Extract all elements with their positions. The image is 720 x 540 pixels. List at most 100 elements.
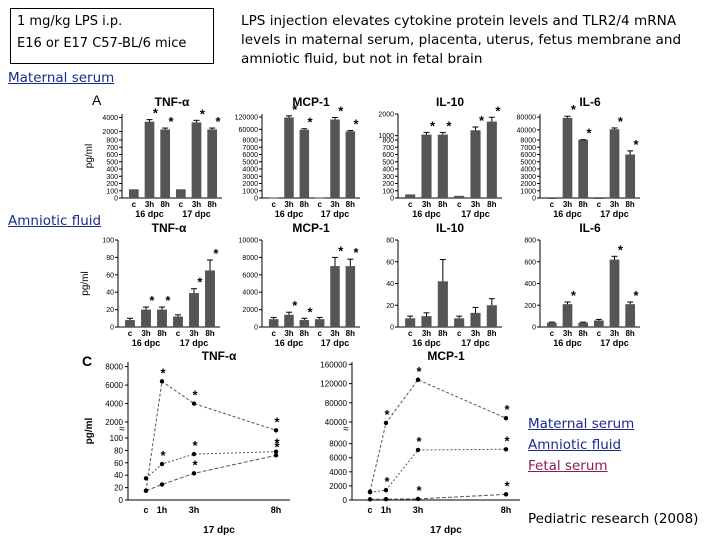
maternal-tnf-tick-label: 200 bbox=[106, 181, 118, 188]
amniotic-tnf-category-label: 3h bbox=[189, 329, 198, 338]
c-tnf-tick-label: 0 bbox=[119, 496, 124, 505]
amniotic-il6-significance-star: * bbox=[618, 242, 624, 257]
amniotic-tnf-significance-star: * bbox=[149, 293, 155, 308]
maternal-mcp1-bar bbox=[299, 129, 310, 198]
maternal-tnf-category-label: c bbox=[179, 200, 184, 209]
maternal-il10-category-label: 3h bbox=[422, 200, 431, 209]
amniotic-il6-category-label: 8h bbox=[625, 329, 634, 338]
amniotic-mcp1-bar bbox=[299, 320, 310, 327]
maternal-tnf-bar bbox=[160, 129, 171, 198]
maternal-mcp1-bar bbox=[345, 131, 356, 198]
amniotic-il10-category-label: c bbox=[457, 329, 462, 338]
maternal-il6-tick-label: 6000 bbox=[520, 152, 536, 159]
maternal-mcp1-significance-star: * bbox=[354, 117, 360, 132]
amniotic-mcp1-tick-label: 0 bbox=[254, 325, 258, 332]
maternal-tnf-tick-label: 800 bbox=[106, 138, 118, 145]
maternal-tnf-bar bbox=[191, 122, 202, 198]
c-tnf-tick-label: 100 bbox=[110, 434, 124, 443]
amniotic-tnf-significance-star: * bbox=[197, 275, 203, 290]
amniotic-tnf-tick-label: 60 bbox=[106, 272, 114, 279]
amniotic-mcp1-group-label: 17 dpc bbox=[321, 338, 350, 348]
amniotic-il10-tick-label: 80 bbox=[386, 238, 394, 245]
amniotic-tnf-bar bbox=[141, 309, 151, 327]
amniotic-tnf-category-label: 8h bbox=[205, 329, 214, 338]
amniotic-il6-bar bbox=[546, 322, 557, 327]
maternal-il6-bar bbox=[609, 129, 620, 198]
amniotic-il10-category-label: 8h bbox=[438, 329, 447, 338]
study-design-box: 1 mg/kg LPS i.p. E16 or E17 C57-BL/6 mic… bbox=[10, 8, 214, 64]
maternal-il6-category-label: 3h bbox=[610, 200, 619, 209]
maternal-il10-tick-label: 700 bbox=[382, 145, 394, 152]
amniotic-il6-significance-star: * bbox=[571, 288, 577, 303]
c-tnf-tick-label: 80 bbox=[114, 446, 123, 455]
c-tnf-y-label: pg/ml bbox=[84, 417, 95, 444]
c-mcp1-tick-label: 4000 bbox=[329, 468, 347, 477]
c-mcp1-tick-label: 6000 bbox=[329, 454, 347, 463]
amniotic-il6-tick-label: 600 bbox=[524, 259, 536, 266]
c-mcp1-x-tick-label: 1h bbox=[381, 505, 392, 515]
amniotic-tnf-bar bbox=[189, 293, 199, 327]
c-tnf-significance-star: * bbox=[160, 365, 166, 380]
c-mcp1-point bbox=[383, 420, 389, 426]
amniotic-mcp1-category-label: 8h bbox=[346, 329, 355, 338]
amniotic-mcp1-bar bbox=[268, 319, 279, 327]
amniotic-il6-category-label: c bbox=[597, 329, 602, 338]
maternal-mcp1-tick-label: 4000 bbox=[242, 167, 258, 174]
c-tnf-significance-star: * bbox=[192, 457, 198, 472]
maternal-mcp1-category-label: c bbox=[317, 200, 322, 209]
amniotic-tnf-tick-label: 0 bbox=[110, 325, 114, 332]
c-mcp1-tick-label: 40000 bbox=[325, 418, 348, 427]
maternal-il10-tick-label: 100 bbox=[382, 188, 394, 195]
maternal-il10-tick-label: 0 bbox=[390, 196, 394, 203]
c-mcp1-significance-star: * bbox=[384, 474, 390, 489]
maternal-tnf-category-label: 3h bbox=[145, 200, 154, 209]
c-tnf-tick-label: 8000 bbox=[105, 363, 123, 372]
maternal-tnf-bar bbox=[175, 189, 186, 198]
amniotic-mcp1-category-label: c bbox=[271, 329, 276, 338]
amniotic-tnf-tick-label: 20 bbox=[106, 307, 114, 314]
maternal-il6-category-label: c bbox=[597, 200, 602, 209]
panel-letter-c: C bbox=[82, 353, 92, 369]
maternal-mcp1-category-label: 3h bbox=[284, 200, 293, 209]
c-tnf-tick-label: 60 bbox=[114, 459, 123, 468]
c-mcp1-point bbox=[503, 492, 509, 497]
amniotic-tnf-bar bbox=[173, 316, 183, 327]
amniotic-mcp1-bar bbox=[330, 266, 340, 327]
c-mcp1-tick-label: 2000 bbox=[329, 482, 347, 491]
c-tnf-point bbox=[273, 449, 279, 454]
amniotic-tnf-title: TNF-α bbox=[152, 221, 187, 235]
maternal-il10-significance-star: * bbox=[479, 113, 485, 128]
maternal-mcp1-tick-label: 120000 bbox=[235, 115, 258, 122]
maternal-tnf-tick-label: 700 bbox=[106, 145, 118, 152]
section-label-maternal-serum: Maternal serum bbox=[8, 70, 115, 86]
amniotic-il10-bar bbox=[437, 281, 448, 327]
c-tnf-title: TNF-α bbox=[202, 349, 237, 363]
amniotic-il10-bar bbox=[405, 318, 416, 327]
maternal-mcp1-tick-label: 8000 bbox=[242, 138, 258, 145]
c-mcp1-significance-star: * bbox=[416, 483, 422, 498]
c-tnf-tick-label: 4000 bbox=[105, 400, 123, 409]
amniotic-mcp1-tick-label: 4000 bbox=[242, 290, 258, 297]
maternal-mcp1-category-label: 8h bbox=[346, 200, 355, 209]
maternal-mcp1-category-label: 8h bbox=[300, 200, 309, 209]
maternal-il10-tick-label: 2000 bbox=[378, 112, 394, 119]
maternal-il6-tick-label: 5000 bbox=[520, 159, 536, 166]
c-mcp1-x-tick-label: 3h bbox=[413, 505, 424, 515]
c-tnf-point bbox=[273, 428, 279, 433]
c-mcp1-point bbox=[415, 447, 421, 453]
c-tnf-tick-label: 40 bbox=[114, 471, 123, 480]
maternal-mcp1-tick-label: 0 bbox=[254, 196, 258, 203]
c-tnf-tick-label: 2000 bbox=[105, 418, 123, 427]
amniotic-il10-category-label: 3h bbox=[471, 329, 480, 338]
amniotic-mcp1-tick-label: 10000 bbox=[239, 238, 259, 245]
maternal-tnf-tick-label: 600 bbox=[106, 152, 118, 159]
legend-maternal-serum: Maternal serum bbox=[528, 416, 635, 432]
maternal-tnf-bar bbox=[128, 189, 139, 198]
c-tnf-significance-star: * bbox=[274, 436, 280, 451]
amniotic-mcp1-significance-star: * bbox=[292, 298, 298, 313]
maternal-il6-title: IL-6 bbox=[579, 95, 601, 109]
c-mcp1-tick-label: 80000 bbox=[325, 399, 348, 408]
amniotic-il10-category-label: c bbox=[408, 329, 413, 338]
maternal-il10-significance-star: * bbox=[430, 118, 436, 133]
c-mcp1-point bbox=[383, 496, 389, 502]
